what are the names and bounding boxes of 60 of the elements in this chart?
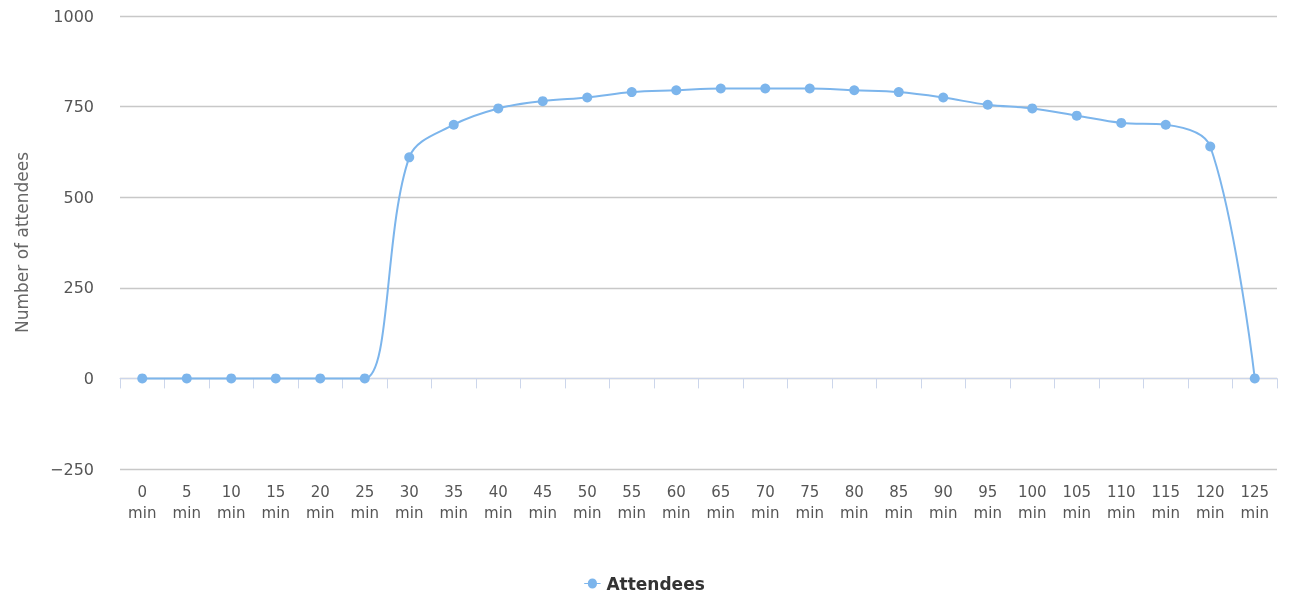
point [1160, 119, 1171, 130]
x-tick-label: 30 min [395, 482, 424, 522]
point [493, 103, 504, 114]
x-tick-label: 80 min [840, 482, 869, 522]
point [359, 373, 370, 384]
point [893, 87, 904, 98]
x-tick-label: 40 min [484, 482, 513, 522]
y-tick-label: 250 [63, 278, 94, 298]
point [1249, 373, 1260, 384]
point [226, 373, 237, 384]
point [137, 373, 148, 384]
x-tick-label: 75 min [795, 482, 824, 522]
x-tick-label: 110 min [1106, 482, 1136, 522]
x-tick-label: 10 min [217, 482, 246, 522]
x-tick-label: 70 min [751, 482, 780, 522]
x-tick-label: 85 min [884, 482, 913, 522]
x-tick-label: 55 min [617, 482, 646, 522]
point [1027, 103, 1038, 114]
point [537, 96, 548, 107]
y-tick-label: 0 [83, 368, 94, 388]
y-tick-label: 750 [63, 97, 94, 117]
x-tick-label: 65 min [706, 482, 735, 522]
point [938, 92, 949, 103]
x-tick-label: 15 min [261, 482, 290, 522]
point [671, 85, 682, 96]
x-tick-label: 20 min [306, 482, 335, 522]
point [982, 99, 993, 110]
point [849, 85, 860, 96]
point [270, 373, 281, 384]
point [715, 83, 726, 94]
point [1071, 110, 1082, 121]
point [760, 83, 771, 94]
x-tick-label: 90 min [929, 482, 958, 522]
x-tick-label: 25 min [350, 482, 379, 522]
x-tick-label: 115 min [1151, 482, 1181, 522]
x-tick-label: 45 min [528, 482, 557, 522]
point [626, 87, 637, 98]
point [1116, 117, 1127, 128]
point [315, 373, 326, 384]
point [1205, 141, 1216, 152]
legend-label: Attendees [606, 573, 705, 594]
x-tick-label: 125 min [1240, 482, 1270, 522]
x-tick-label: 50 min [573, 482, 602, 522]
y-tick-label: 1000 [53, 6, 94, 26]
point [582, 92, 593, 103]
x-tick-label: 60 min [662, 482, 691, 522]
point [448, 119, 459, 130]
x-tick-label: 0 min [128, 482, 157, 522]
point [181, 373, 192, 384]
x-tick-label: 95 min [973, 482, 1002, 522]
x-tick-label: 120 min [1195, 482, 1225, 522]
x-tick-label: 105 min [1062, 482, 1092, 522]
x-tick-label: 5 min [172, 482, 201, 522]
y-axis-title: Number of attendees [11, 151, 32, 334]
point [804, 83, 815, 94]
point [404, 152, 415, 163]
y-tick-label: −250 [50, 459, 94, 479]
x-tick-label: 35 min [439, 482, 468, 522]
x-tick-label: 100 min [1017, 482, 1047, 522]
y-tick-label: 500 [63, 187, 94, 207]
